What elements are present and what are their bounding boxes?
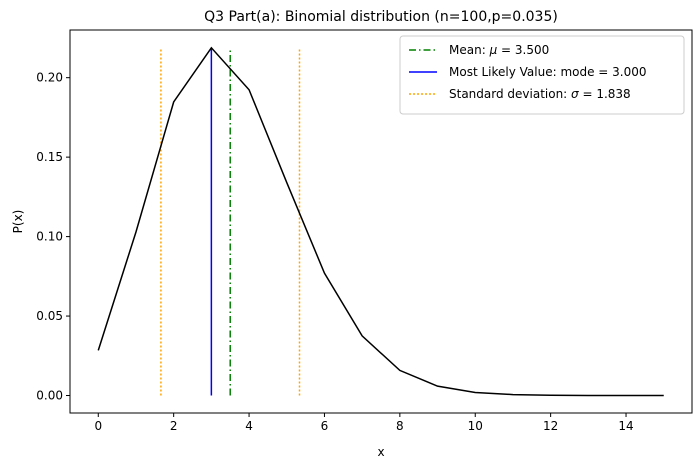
pmf-line — [97, 46, 664, 397]
y-tick-label: 0.20 — [36, 71, 63, 85]
y-axis: 0.00 0.05 0.10 0.15 0.20 — [36, 71, 70, 403]
y-tick-label: 0.05 — [36, 309, 63, 323]
x-tick-label: 12 — [543, 419, 558, 433]
legend-box — [399, 35, 685, 115]
y-axis-label: P(x) — [11, 210, 25, 234]
plot-frame — [69, 29, 693, 414]
x-tick-label: 10 — [468, 419, 483, 433]
legend-label: Mean: μ = 3.500 — [449, 43, 549, 57]
legend: Mean: μ = 3.500 Most Likely Value: mode =… — [399, 35, 685, 115]
y-tick-label: 0.00 — [36, 389, 63, 403]
legend-label: Most Likely Value: mode = 3.000 — [449, 65, 647, 79]
plot-area — [97, 46, 664, 397]
x-tick-label: 6 — [321, 419, 329, 433]
x-axis-label: x — [377, 445, 384, 459]
y-tick-label: 0.10 — [36, 230, 63, 244]
x-tick-label: 0 — [94, 419, 102, 433]
x-tick-label: 2 — [170, 419, 178, 433]
y-tick-label: 0.15 — [36, 150, 63, 164]
x-axis: 0 2 4 6 8 10 12 14 — [94, 413, 634, 433]
legend-label: Standard deviation: σ = 1.838 — [449, 87, 631, 101]
x-tick-label: 4 — [245, 419, 253, 433]
x-tick-label: 14 — [618, 419, 633, 433]
chart-title: Q3 Part(a): Binomial distribution (n=100… — [204, 9, 558, 25]
x-tick-label: 8 — [396, 419, 404, 433]
